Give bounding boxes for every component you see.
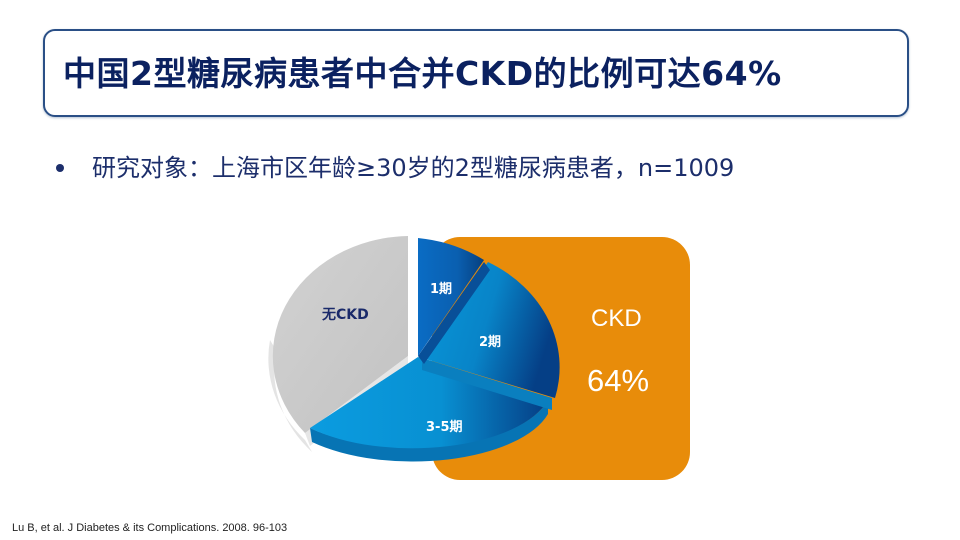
slide-title: 中国2型糖尿病患者中合并CKD的比例可达64% xyxy=(63,54,782,93)
bullet-dot-icon xyxy=(56,163,64,172)
slice-no-ckd xyxy=(272,236,408,433)
slice-stage2 xyxy=(422,262,560,398)
slice-stage1 xyxy=(418,238,484,356)
label-stage3-5: 3-5期 xyxy=(426,420,463,435)
label-stage2: 2期 xyxy=(479,335,502,350)
citation: Lu B, et al. J Diabetes & its Complicati… xyxy=(12,522,288,534)
bullet-text: 研究对象：上海市区年龄≥30岁的2型糖尿病患者，n=1009 xyxy=(92,154,735,182)
slice-stage1-side xyxy=(418,262,490,364)
bullet-item: 研究对象：上海市区年龄≥30岁的2型糖尿病患者，n=1009 xyxy=(56,148,734,183)
slice-stage2-depth xyxy=(422,358,552,410)
label-no-ckd: 无CKD xyxy=(322,307,369,323)
callout-value: 64% xyxy=(587,363,650,398)
slice-stage3-5 xyxy=(310,357,548,449)
title-box: 中国2型糖尿病患者中合并CKD的比例可达64% xyxy=(43,29,909,117)
label-stage1: 1期 xyxy=(430,282,453,297)
callout-label: CKD xyxy=(591,305,642,332)
slice-stage3-5-depth xyxy=(310,400,548,462)
slice-no-ckd-edge xyxy=(268,340,312,452)
